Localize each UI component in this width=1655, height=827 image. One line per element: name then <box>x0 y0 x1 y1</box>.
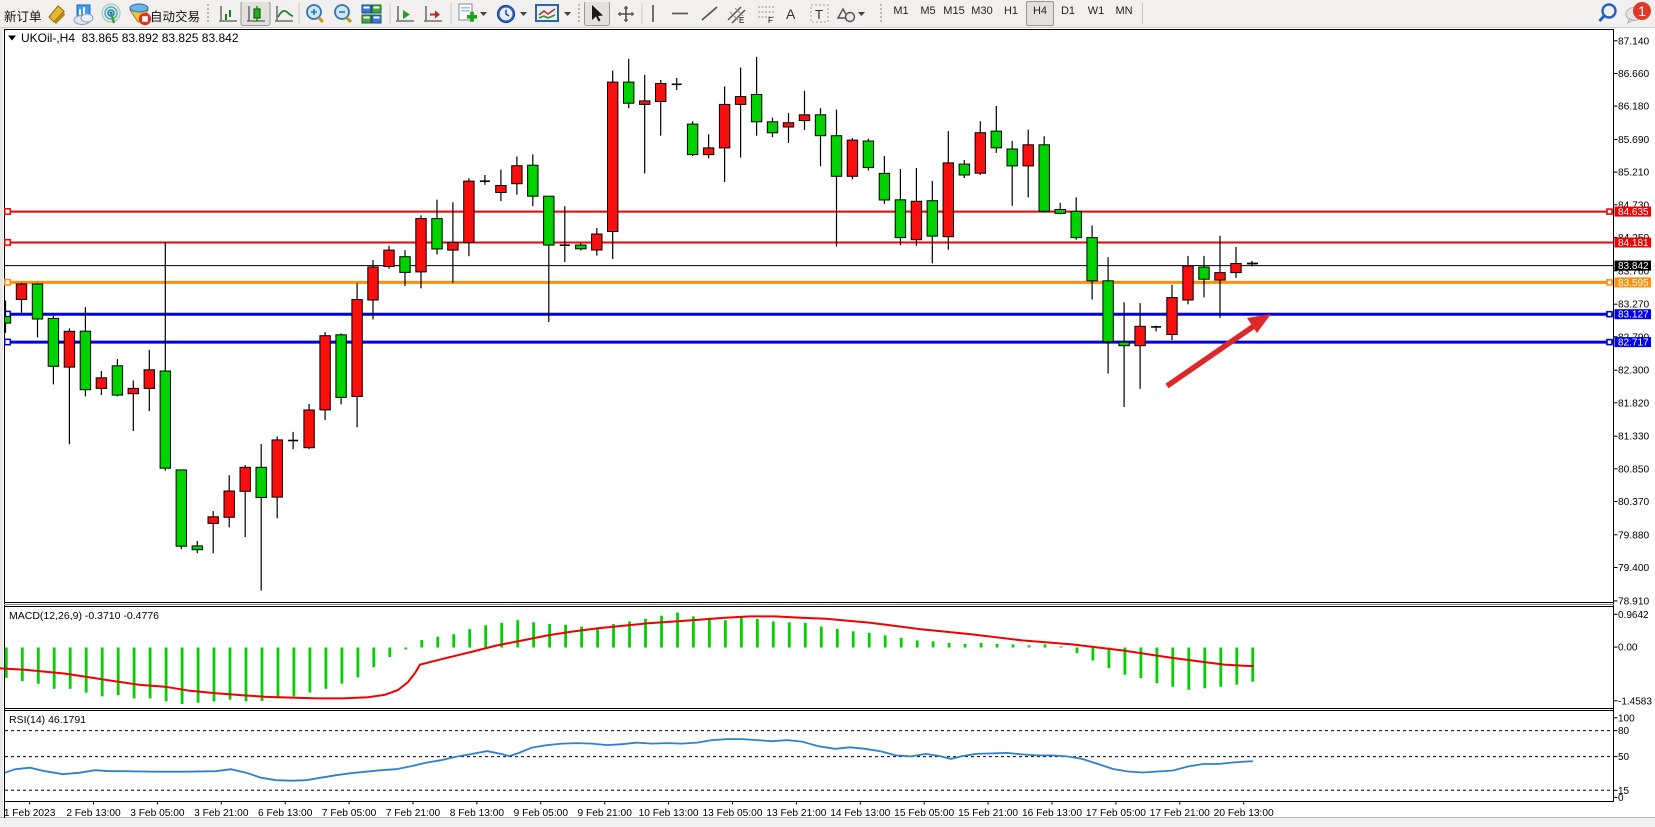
svg-text:8 Feb 13:00: 8 Feb 13:00 <box>450 808 505 819</box>
svg-text:-1.4583: -1.4583 <box>1618 696 1652 707</box>
svg-text:15 Feb 21:00: 15 Feb 21:00 <box>958 808 1018 819</box>
svg-text:7 Feb 21:00: 7 Feb 21:00 <box>386 808 441 819</box>
svg-text:RSI(14) 46.1791: RSI(14) 46.1791 <box>9 714 86 726</box>
svg-text:87.140: 87.140 <box>1618 36 1649 47</box>
svg-text:E: E <box>739 16 744 25</box>
svg-text:MACD(12,26,9) -0.3710 -0.4776: MACD(12,26,9) -0.3710 -0.4776 <box>9 610 159 622</box>
svg-text:17 Feb 21:00: 17 Feb 21:00 <box>1150 808 1210 819</box>
svg-text:14 Feb 13:00: 14 Feb 13:00 <box>830 808 890 819</box>
svg-text:100: 100 <box>1618 713 1635 724</box>
svg-text:83.270: 83.270 <box>1618 300 1649 311</box>
svg-text:15: 15 <box>1618 786 1630 797</box>
svg-text:1 Feb 2023: 1 Feb 2023 <box>4 808 56 819</box>
svg-text:6 Feb 13:00: 6 Feb 13:00 <box>258 808 313 819</box>
svg-text:79.400: 79.400 <box>1618 563 1649 574</box>
svg-text:81.820: 81.820 <box>1618 398 1649 409</box>
svg-text:2 Feb 13:00: 2 Feb 13:00 <box>66 808 121 819</box>
svg-text:0.9642: 0.9642 <box>1618 610 1649 621</box>
svg-text:13 Feb 05:00: 13 Feb 05:00 <box>702 808 762 819</box>
svg-text:85.690: 85.690 <box>1618 135 1649 146</box>
svg-text:0.00: 0.00 <box>1618 643 1638 654</box>
svg-text:82.300: 82.300 <box>1618 366 1649 377</box>
svg-text:84.730: 84.730 <box>1618 200 1649 211</box>
svg-text:F: F <box>768 16 773 25</box>
svg-text:3 Feb 21:00: 3 Feb 21:00 <box>194 808 249 819</box>
svg-text:78.910: 78.910 <box>1618 596 1649 607</box>
svg-text:83.595: 83.595 <box>1618 278 1649 289</box>
svg-text:20 Feb 13:00: 20 Feb 13:00 <box>1214 808 1274 819</box>
svg-text:9 Feb 05:00: 9 Feb 05:00 <box>514 808 569 819</box>
svg-text:T: T <box>815 7 823 22</box>
svg-text:UKOil-,H4 83.865 83.892 83.82: UKOil-,H4 83.865 83.892 83.825 83.842 <box>21 31 239 45</box>
svg-text:84.181: 84.181 <box>1618 238 1649 249</box>
svg-text:83.127: 83.127 <box>1618 310 1649 321</box>
svg-text:10 Feb 13:00: 10 Feb 13:00 <box>639 808 699 819</box>
svg-text:50: 50 <box>1618 752 1630 763</box>
svg-text:1: 1 <box>1638 3 1646 19</box>
svg-text:7 Feb 05:00: 7 Feb 05:00 <box>322 808 377 819</box>
svg-text:17 Feb 05:00: 17 Feb 05:00 <box>1086 808 1146 819</box>
svg-text:A: A <box>786 6 796 22</box>
svg-text:3 Feb 05:00: 3 Feb 05:00 <box>130 808 185 819</box>
svg-text:86.660: 86.660 <box>1618 69 1649 80</box>
svg-text:84.635: 84.635 <box>1618 207 1649 218</box>
svg-text:15 Feb 05:00: 15 Feb 05:00 <box>894 808 954 819</box>
svg-text:81.330: 81.330 <box>1618 432 1649 443</box>
svg-text:80.850: 80.850 <box>1618 464 1649 475</box>
svg-text:80: 80 <box>1618 726 1630 737</box>
svg-text:9 Feb 21:00: 9 Feb 21:00 <box>578 808 633 819</box>
svg-text:86.180: 86.180 <box>1618 102 1649 113</box>
svg-text:0: 0 <box>1618 793 1624 804</box>
svg-text:85.210: 85.210 <box>1618 168 1649 179</box>
svg-text:13 Feb 21:00: 13 Feb 21:00 <box>766 808 826 819</box>
svg-text:82.717: 82.717 <box>1618 338 1649 349</box>
svg-text:79.880: 79.880 <box>1618 530 1649 541</box>
svg-text:83.842: 83.842 <box>1618 261 1649 272</box>
svg-text:80.370: 80.370 <box>1618 497 1649 508</box>
svg-text:83.760: 83.760 <box>1618 266 1649 277</box>
svg-text:16 Feb 13:00: 16 Feb 13:00 <box>1022 808 1082 819</box>
